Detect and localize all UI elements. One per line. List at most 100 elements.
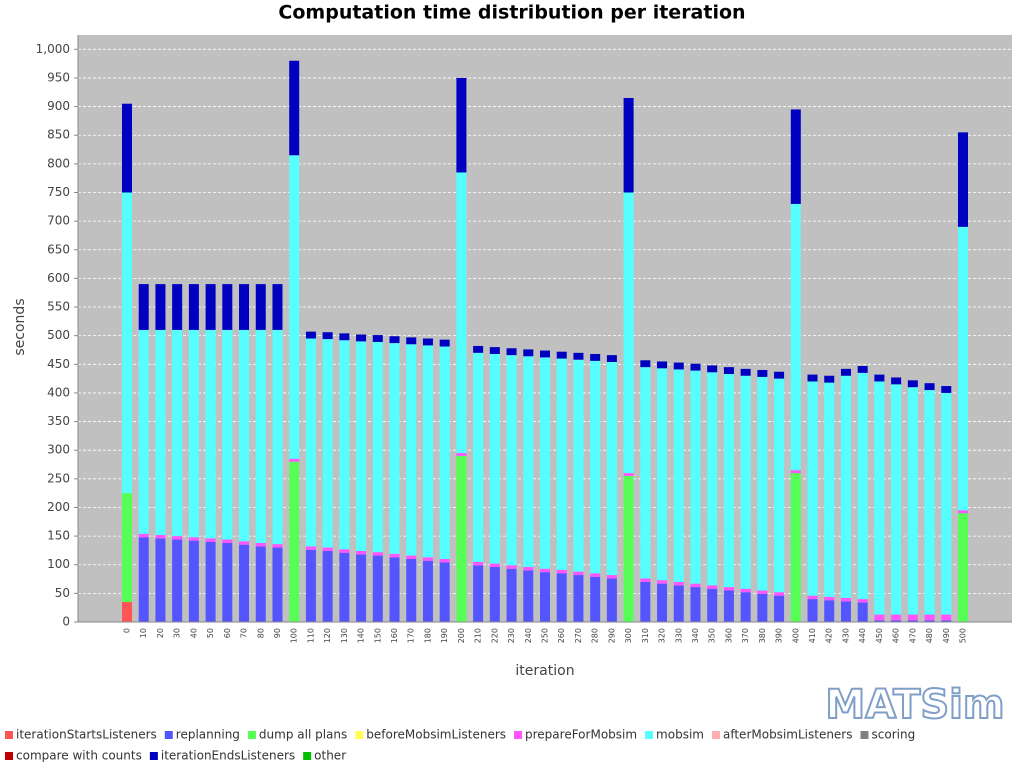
x-tick-label: 480 (925, 628, 934, 643)
bar-segment (322, 550, 333, 622)
bar-segment (389, 336, 400, 344)
bar-segment (891, 614, 902, 621)
legend-label: afterMobsimListeners (723, 728, 853, 742)
logo: MATSim (825, 682, 1004, 728)
x-tick-label: 120 (323, 628, 332, 643)
bar-segment (774, 371, 785, 379)
bar-segment (723, 587, 734, 591)
legend-label: scoring (872, 728, 916, 742)
y-tick-label: 550 (47, 300, 70, 314)
bar-segment (907, 380, 918, 388)
bar-segment (657, 368, 668, 581)
bar-segment (406, 344, 417, 556)
bar-segment (740, 588, 751, 593)
bar-segment (573, 575, 584, 622)
x-tick-label: 290 (607, 628, 616, 643)
bar-segment (874, 614, 885, 621)
bar-segment (590, 353, 601, 361)
bar-segment (840, 368, 851, 376)
bar-segment (606, 362, 617, 576)
bar-segment (623, 473, 634, 476)
bar-segment (456, 453, 467, 456)
y-axis-label: seconds (12, 298, 28, 355)
y-tick-label: 400 (47, 385, 70, 399)
bar-segment (172, 329, 183, 537)
bar-segment (339, 340, 350, 550)
y-tick-label: 50 (55, 586, 70, 600)
bar-segment (891, 620, 902, 622)
bar-segment (540, 568, 550, 573)
x-tick-label: 230 (507, 628, 516, 643)
bar-segment (255, 329, 266, 543)
bar-segment (723, 590, 734, 622)
bar-segment (138, 533, 149, 538)
legend-label: beforeMobsimListeners (366, 728, 506, 742)
bar-segment (272, 544, 283, 548)
y-tick-label: 700 (47, 214, 70, 228)
x-tick-label: 320 (658, 628, 667, 643)
bar-segment (489, 347, 500, 354)
bar-segment (305, 546, 316, 550)
x-tick-label: 270 (574, 628, 583, 643)
bar-segment (556, 351, 567, 359)
bar-segment (740, 375, 751, 589)
bar-segment (891, 384, 902, 615)
y-tick-label: 450 (47, 357, 70, 371)
bar-segment (556, 573, 567, 622)
bar-segment (172, 284, 183, 330)
bar-segment (590, 360, 601, 574)
x-tick-label: 170 (407, 628, 416, 643)
bar-segment (372, 341, 383, 553)
bar-segment (473, 561, 484, 566)
y-tick-label: 300 (47, 443, 70, 457)
bar-segment (456, 455, 467, 622)
bar-segment (356, 550, 367, 555)
y-tick-label: 200 (47, 500, 70, 514)
x-tick-label: 190 (440, 628, 449, 643)
bar-segment (924, 390, 935, 615)
bar-segment (640, 578, 651, 582)
x-tick-label: 350 (708, 628, 717, 643)
bar-segment (155, 284, 166, 330)
bar-segment (205, 284, 216, 330)
x-tick-label: 460 (892, 628, 901, 643)
x-tick-label: 30 (173, 628, 182, 638)
legend-label: iterationEndsListeners (161, 749, 295, 763)
bar-segment (305, 549, 316, 622)
y-tick-label: 750 (47, 185, 70, 199)
bar-segment (623, 475, 634, 622)
bar-segment (372, 552, 383, 556)
x-tick-label: 180 (423, 628, 432, 643)
bar-segment (523, 570, 534, 622)
x-tick-label: 0 (123, 628, 132, 633)
bar-segment (640, 581, 651, 622)
bar-segment (523, 567, 534, 571)
legend-swatch (355, 731, 364, 739)
bar-segment (255, 546, 266, 622)
bar-segment (640, 360, 651, 368)
bar-segment (707, 588, 718, 622)
x-tick-label: 70 (240, 628, 249, 638)
bar-segment (824, 375, 835, 383)
bar-segment (272, 329, 283, 545)
bar-segment (255, 542, 266, 547)
bar-segment (673, 362, 684, 370)
bar-segment (807, 595, 818, 600)
bar-segment (389, 557, 400, 622)
bar-segment (489, 353, 500, 564)
bar-segment (790, 203, 801, 471)
bar-segment (188, 284, 199, 330)
bar-segment (673, 585, 684, 622)
bar-segment (824, 382, 835, 597)
bar-segment (322, 332, 333, 340)
bar-segment (339, 549, 350, 553)
bar-segment (673, 581, 684, 586)
bar-segment (439, 339, 450, 347)
bar-segment (790, 470, 801, 474)
bar-segment (807, 381, 818, 596)
bar-segment (372, 335, 383, 342)
x-tick-label: 100 (290, 628, 299, 643)
x-tick-label: 250 (541, 628, 550, 643)
bar-segment (239, 284, 250, 330)
